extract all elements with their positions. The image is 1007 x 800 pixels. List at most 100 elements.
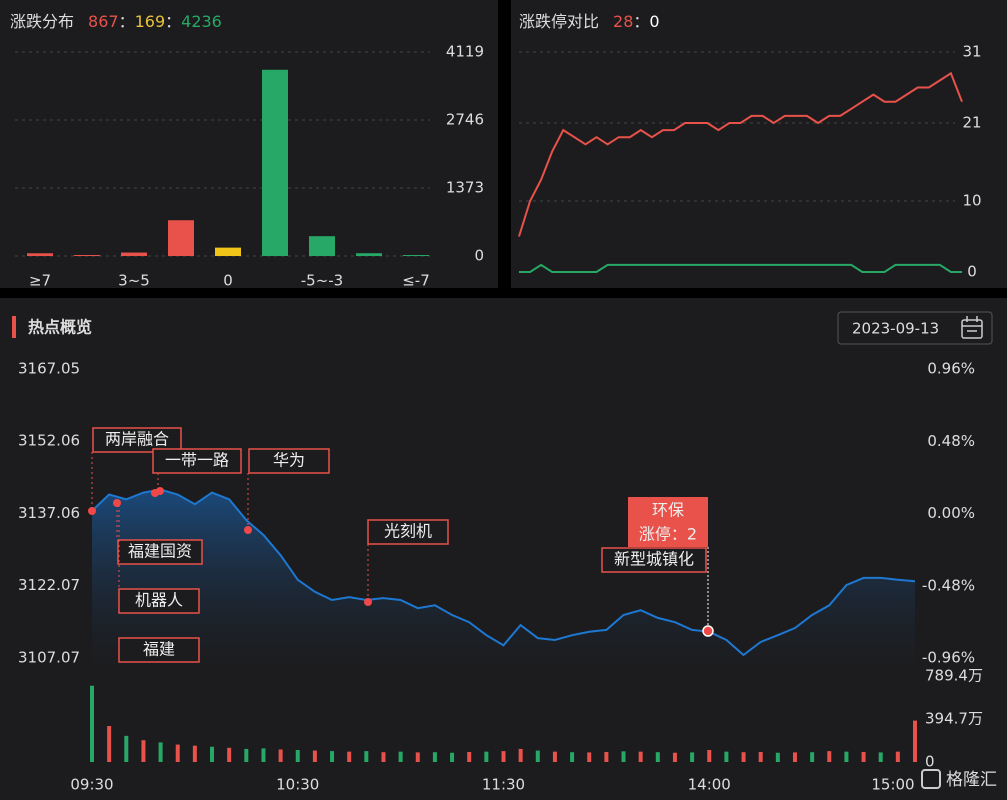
annotation-dot: [156, 487, 164, 495]
volume-bar: [107, 726, 112, 762]
annotation: 华为: [273, 451, 305, 470]
y2-tick-label: 0.48%: [927, 432, 975, 450]
annotation-dot: [113, 499, 121, 507]
annotation-box: [367, 519, 449, 545]
volume-bar: [690, 752, 695, 762]
volume-bar: [535, 750, 540, 762]
y-tick-label: 3152.06: [18, 432, 80, 450]
y-tick-label: 21: [962, 113, 981, 131]
volume-bar: [621, 751, 626, 762]
annotation: 福建国资: [128, 542, 192, 561]
count: 867: [88, 12, 119, 31]
highlight-dot: [702, 625, 714, 637]
volume-bar: [124, 735, 129, 762]
count: 28: [613, 12, 633, 31]
y-tick-label: 3137.06: [18, 504, 80, 522]
title-accent: [12, 316, 16, 338]
volume-tick-label: 789.4万: [925, 667, 983, 685]
bar: [74, 255, 100, 257]
count: 169: [135, 12, 166, 31]
volume-bar: [518, 748, 523, 762]
y-tick-label: 10: [962, 192, 981, 210]
volume-bar: [758, 751, 763, 762]
date[interactable]: 2023-09-13: [852, 320, 939, 338]
sep: ：: [633, 12, 649, 31]
series-line: [519, 263, 962, 273]
volume-bar: [707, 750, 712, 762]
volume-bar: [141, 740, 146, 762]
title: 涨跌停对比: [519, 12, 599, 31]
y-tick-label: 3122.07: [18, 576, 80, 594]
volume-bar: [913, 720, 917, 762]
volume-bar: [347, 751, 352, 762]
volume-bar: [244, 748, 249, 762]
volume-bar: [655, 752, 660, 762]
annotation-box: [152, 448, 242, 474]
date-picker[interactable]: [837, 311, 993, 345]
volume-bar: [432, 752, 437, 762]
logo: [921, 769, 941, 789]
volume-bar: [312, 750, 317, 762]
x-tick-label: 15:00: [871, 776, 914, 794]
price-line: [91, 488, 916, 657]
x-tick-label: ≤-7: [402, 272, 430, 290]
x-tick-label: 14:00: [688, 776, 731, 794]
y-tick-label: 1373: [446, 179, 484, 197]
volume-bar: [552, 751, 557, 762]
volume-tick-label: 0: [925, 753, 935, 771]
annotation-box: [92, 427, 182, 453]
volume-bar: [330, 751, 335, 762]
area-fill: [92, 489, 915, 675]
annotation: 福建: [143, 640, 175, 659]
count: 4236: [181, 12, 222, 31]
y-tick-label: 3107.07: [18, 649, 80, 667]
x-tick-label: 09:30: [70, 776, 113, 794]
annotation: 一带一路: [165, 451, 229, 470]
volume-bar: [895, 751, 900, 762]
annotation: 光刻机: [384, 522, 432, 541]
watermark: 格隆汇: [946, 770, 997, 790]
y2-tick-label: 0.00%: [927, 504, 975, 522]
volume-bar: [844, 751, 849, 762]
highlight-box: [628, 497, 708, 547]
volume-bar: [724, 751, 729, 762]
panel: [0, 0, 498, 288]
annotation-box: [601, 547, 707, 573]
annotation-box: [117, 539, 203, 565]
title: 涨跌分布: [10, 12, 74, 31]
bar: [356, 253, 382, 256]
y-tick-label: 31: [962, 43, 981, 61]
header: 涨跌分布 867：169：4236: [10, 12, 222, 31]
x-tick-label: 11:30: [482, 776, 525, 794]
volume-bar: [741, 752, 746, 762]
volume-bar: [227, 747, 232, 762]
volume-bar: [775, 752, 780, 762]
bar: [168, 220, 194, 256]
count: 0: [649, 12, 659, 31]
volume-bar: [672, 752, 677, 762]
volume-bar: [381, 752, 386, 762]
sep: ：: [119, 12, 135, 31]
y-tick-label: 3167.05: [18, 360, 80, 378]
x-tick-label: 3~5: [118, 272, 150, 290]
calendar-icon[interactable]: [961, 316, 983, 339]
bar: [215, 247, 241, 256]
y-tick-label: 0: [474, 247, 484, 265]
volume-bar: [364, 751, 369, 762]
annotation-dot: [244, 526, 252, 534]
volume-bar: [467, 751, 472, 762]
volume-bar: [398, 751, 403, 762]
annotation: 两岸融合: [105, 430, 169, 449]
y2-tick-label: -0.48%: [922, 576, 975, 594]
bar: [309, 236, 335, 256]
volume-bar: [587, 752, 592, 762]
annotation-dot: [88, 507, 96, 515]
volume-bar: [638, 751, 643, 762]
volume-bar: [192, 745, 197, 762]
x-tick-label: -5~-3: [301, 272, 343, 290]
volume-bar: [570, 752, 575, 762]
panel: [511, 0, 1007, 288]
annotation-dot: [364, 598, 372, 606]
bar: [403, 255, 429, 257]
